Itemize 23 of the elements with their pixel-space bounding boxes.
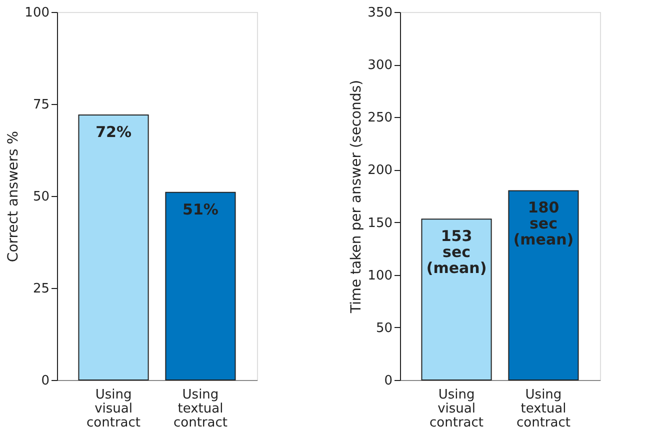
data-label: 180 sec (mean) [513,198,574,249]
x-tick-label: Using visual contract [86,388,141,430]
data-label: 51% [182,200,218,218]
y-tick-label: 350 [368,6,392,20]
data-label: 153 sec (mean) [426,227,487,278]
x-tick-label: Using textual contract [173,388,228,430]
y-tick-label: 100 [368,268,392,284]
x-tick-label: Using textual contract [516,388,570,430]
y-tick-label: 25 [32,282,50,296]
y-tick-label: 100 [24,6,50,20]
y-axis-title: Correct answers % [6,130,22,262]
data-label: 72% [96,123,132,142]
y-tick-label: 300 [368,58,392,74]
y-tick-label: 0 [41,374,50,388]
y-tick-label: 250 [368,110,392,126]
x-tick-label: Using visual contract [430,388,484,430]
y-tick-label: 50 [32,190,50,204]
y-tick-label: 150 [368,216,392,231]
y-tick-label: 75 [32,98,50,112]
y-tick-label: 50 [376,320,392,336]
y-axis-title: Time taken per answer (seconds) [348,80,365,314]
y-tick-label: 0 [384,374,392,388]
y-tick-label: 200 [368,163,392,178]
